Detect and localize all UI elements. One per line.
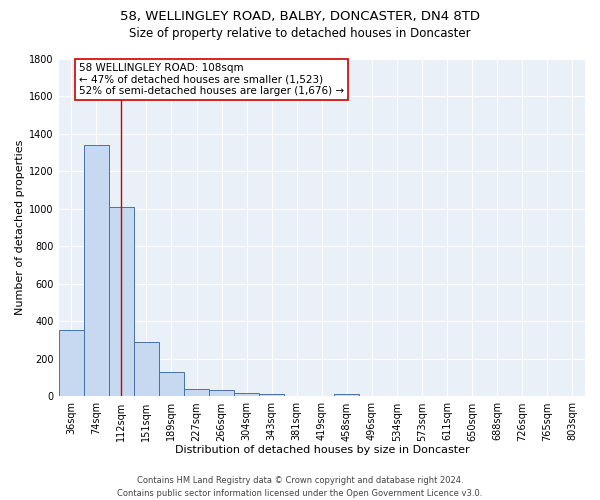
Bar [134,342,159,396]
Y-axis label: Number of detached properties: Number of detached properties [15,140,25,316]
Bar [209,390,234,396]
X-axis label: Distribution of detached houses by size in Doncaster: Distribution of detached houses by size … [175,445,469,455]
Text: Contains HM Land Registry data © Crown copyright and database right 2024.
Contai: Contains HM Land Registry data © Crown c… [118,476,482,498]
Text: 58, WELLINGLEY ROAD, BALBY, DONCASTER, DN4 8TD: 58, WELLINGLEY ROAD, BALBY, DONCASTER, D… [120,10,480,23]
Bar [234,392,259,396]
Bar [109,207,134,396]
Text: Size of property relative to detached houses in Doncaster: Size of property relative to detached ho… [129,28,471,40]
Bar [334,394,359,396]
Bar [159,372,184,396]
Bar [184,389,209,396]
Bar [59,330,84,396]
Bar [84,145,109,397]
Bar [259,394,284,396]
Text: 58 WELLINGLEY ROAD: 108sqm
← 47% of detached houses are smaller (1,523)
52% of s: 58 WELLINGLEY ROAD: 108sqm ← 47% of deta… [79,62,344,96]
